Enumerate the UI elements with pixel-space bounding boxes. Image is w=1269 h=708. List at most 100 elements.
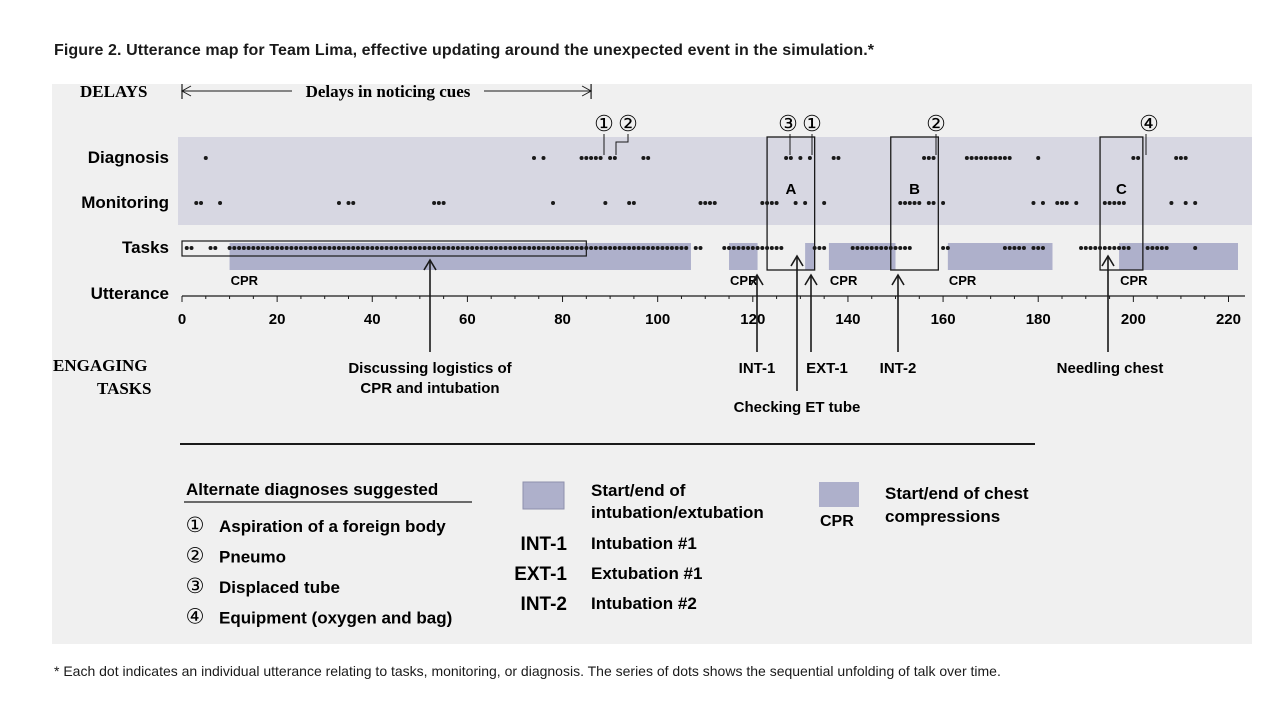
utterance-dot: [441, 201, 446, 205]
legend-code-text: Intubation #2: [591, 594, 697, 613]
row-label-monitoring: Monitoring: [81, 193, 169, 212]
utterance-dot: [508, 246, 513, 250]
utterance-dot: [627, 201, 632, 205]
utterance-dot: [1055, 201, 1060, 205]
utterance-dot: [888, 246, 893, 250]
utterance-dot: [246, 246, 251, 250]
utterance-dot: [270, 246, 275, 250]
utterance-dot: [298, 246, 303, 250]
utterance-dots: [184, 156, 1198, 250]
utterance-dot: [964, 156, 969, 160]
utterance-dot: [903, 246, 908, 250]
utterance-dot: [1150, 246, 1155, 250]
utterance-dot: [346, 246, 351, 250]
utterance-dot: [603, 246, 608, 250]
legend-alt-item: Aspiration of a foreign body: [219, 517, 446, 536]
utterance-dot: [265, 246, 270, 250]
utterance-dot: [788, 156, 793, 160]
utterance-dot: [317, 246, 322, 250]
diagnosis-monitoring-band: [178, 137, 1252, 225]
utterance-dot: [641, 246, 646, 250]
utterance-dot: [546, 246, 551, 250]
utterance-dot: [893, 246, 898, 250]
utterance-dot: [1145, 246, 1150, 250]
utterance-dot: [822, 246, 827, 250]
utterance-dot: [527, 246, 532, 250]
utterance-dot: [1007, 156, 1012, 160]
utterance-dot: [184, 246, 189, 250]
utterance-dot: [1093, 246, 1098, 250]
utterance-dot: [289, 246, 294, 250]
annotation-arrowhead: [790, 254, 804, 267]
utterance-dot: [284, 246, 289, 250]
utterance-dot: [346, 201, 351, 205]
x-tick-label: 220: [1216, 311, 1241, 328]
utterance-dot: [665, 246, 670, 250]
utterance-dot: [408, 246, 413, 250]
utterance-dot: [413, 246, 418, 250]
utterance-dot: [199, 201, 204, 205]
utterance-dot: [479, 246, 484, 250]
utterance-dot: [741, 246, 746, 250]
legend-alt-item: Displaced tube: [219, 578, 340, 597]
cpr-label: CPR: [949, 273, 977, 288]
utterance-dot: [1102, 246, 1107, 250]
cpr-label: CPR: [231, 273, 259, 288]
utterance-dot: [712, 201, 717, 205]
task-annotation-text: Checking ET tube: [734, 399, 861, 416]
legend-code: INT-2: [521, 594, 567, 615]
utterance-dot: [375, 246, 380, 250]
utterance-dot: [565, 246, 570, 250]
utterance-dot: [660, 246, 665, 250]
utterance-dot: [746, 246, 751, 250]
utterance-dot: [1174, 156, 1179, 160]
utterance-dot: [227, 246, 232, 250]
utterance-dot: [498, 246, 503, 250]
x-tick-label: 60: [459, 311, 476, 328]
utterance-dot: [351, 246, 356, 250]
utterance-dot: [432, 246, 437, 250]
utterance-dot: [1178, 156, 1183, 160]
utterance-dot: [983, 156, 988, 160]
utterance-dot: [455, 246, 460, 250]
utterance-dot: [379, 246, 384, 250]
utterance-dot: [941, 246, 946, 250]
annotation-arrowhead: [423, 258, 437, 271]
utterance-dot: [898, 246, 903, 250]
utterance-dot: [803, 201, 808, 205]
utterance-dot: [765, 246, 770, 250]
utterance-dot: [784, 156, 789, 160]
legend-intubation-line1: Start/end of: [591, 481, 686, 500]
task-annotation-text: INT-1: [739, 360, 776, 377]
utterance-dot: [860, 246, 865, 250]
utterance-dot: [774, 246, 779, 250]
utterance-dot: [584, 246, 589, 250]
utterance-dot: [522, 246, 527, 250]
utterance-dot: [251, 246, 256, 250]
utterance-dot: [356, 246, 360, 250]
utterance-dot: [869, 246, 874, 250]
utterance-dot: [674, 246, 679, 250]
utterance-dot: [593, 156, 598, 160]
utterance-dot: [855, 246, 860, 250]
legend-callout-symbol: ③: [186, 575, 205, 598]
utterance-dot: [303, 246, 308, 250]
utterance-dot: [760, 246, 765, 250]
utterance-dot: [1169, 201, 1174, 205]
legend-code-text: Intubation #1: [591, 534, 697, 553]
utterance-dot: [1126, 246, 1131, 250]
utterance-dot: [879, 246, 884, 250]
utterance-dot: [603, 201, 608, 205]
diagnosis-callout: ①: [802, 111, 822, 136]
utterance-dot: [703, 201, 708, 205]
utterance-dot: [332, 246, 337, 250]
utterance-dot: [384, 246, 389, 250]
row-label-tasks: Tasks: [122, 238, 169, 257]
utterance-dot: [589, 246, 594, 250]
utterance-dot: [517, 246, 522, 250]
utterance-dot: [641, 156, 646, 160]
utterance-dot: [612, 246, 617, 250]
utterance-dot: [774, 201, 779, 205]
utterance-dot: [465, 246, 470, 250]
utterance-dot: [979, 156, 984, 160]
